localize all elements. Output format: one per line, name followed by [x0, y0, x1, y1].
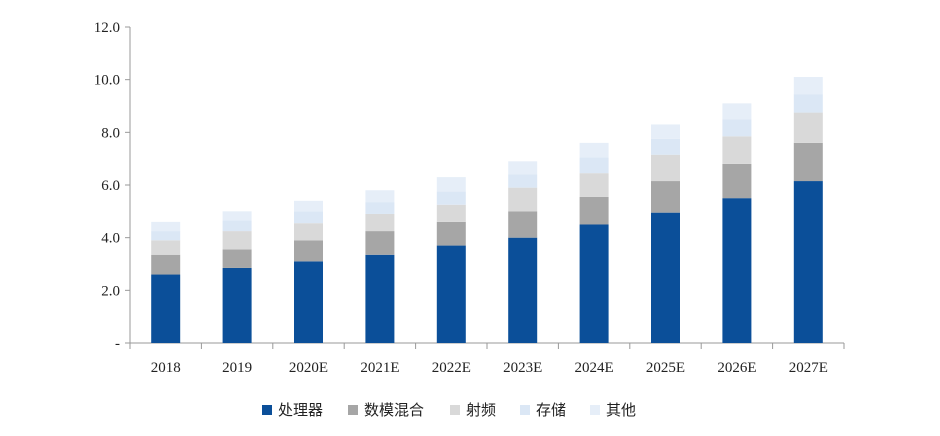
bar-segment-2	[651, 181, 680, 213]
y-axis: - 2.0 4.0 6.0 8.0 10.0 12.0	[94, 20, 131, 352]
bar-segment-4	[793, 94, 823, 113]
bar-segment-2	[793, 142, 823, 182]
bar-segment-1	[222, 267, 252, 343]
x-tick-label: 2026E	[717, 360, 756, 376]
bar-segment-2	[722, 163, 752, 199]
bar-segment-2	[508, 211, 538, 238]
bar-segment-4	[508, 174, 538, 188]
bar-segment-1	[722, 198, 752, 343]
bar-segment-1	[579, 224, 609, 343]
x-tick-label: 2019	[222, 360, 252, 376]
y-tick-label: 10.0	[94, 73, 120, 89]
x-tick-label: 2023E	[503, 360, 542, 376]
bar-segment-2	[365, 231, 395, 255]
bars	[151, 77, 823, 343]
bar-segment-2	[436, 221, 466, 246]
y-tick-label: 4.0	[101, 231, 120, 247]
legend-swatch	[450, 405, 460, 415]
bar-segment-4	[651, 138, 680, 155]
bar-segment-5	[722, 103, 752, 120]
bar-segment-1	[436, 245, 466, 343]
x-tick-label: 2021E	[360, 360, 399, 376]
x-tick-label: 2018	[151, 360, 181, 376]
legend-label: 处理器	[278, 401, 323, 419]
bar-segment-4	[436, 191, 466, 205]
bar-segment-1	[793, 181, 823, 343]
bar-segment-5	[508, 161, 538, 175]
y-tick-label: 6.0	[101, 178, 120, 194]
bar-segment-4	[365, 202, 395, 214]
bar-segment-3	[651, 154, 680, 182]
x-axis: 2018 2019 2020E 2021E 2022E 2023E 2024E 2025E 20…	[129, 342, 845, 376]
bar-segment-5	[793, 77, 823, 95]
bar-segment-5	[579, 142, 609, 158]
bar-segment-3	[793, 112, 823, 143]
bar-segment-3	[151, 240, 181, 255]
legend-label: 其他	[606, 401, 636, 419]
bar-segment-5	[651, 124, 680, 139]
bar-segment-3	[365, 213, 395, 232]
y-tick-label: 12.0	[94, 20, 120, 36]
y-tick-label: -	[115, 336, 120, 352]
x-tick-label: 2025E	[646, 360, 685, 376]
bar-segment-1	[508, 237, 538, 343]
bar-segment-2	[579, 196, 609, 225]
bar-segment-5	[222, 211, 252, 221]
legend-swatch	[590, 405, 600, 415]
bar-segment-4	[722, 119, 752, 137]
y-tick-label: 2.0	[101, 283, 120, 299]
bar-segment-1	[365, 254, 395, 343]
legend-label: 射频	[466, 401, 496, 419]
bar-segment-5	[151, 221, 181, 232]
legend-swatch	[348, 405, 358, 415]
bar-segment-5	[365, 190, 395, 203]
legend-label: 数模混合	[364, 401, 424, 419]
bar-segment-1	[151, 274, 181, 343]
x-tick-label: 2027E	[789, 360, 828, 376]
legend-label: 存储	[536, 401, 566, 419]
x-tick-label: 2024E	[575, 360, 614, 376]
bar-segment-1	[651, 212, 680, 343]
bar-segment-3	[722, 136, 752, 164]
x-tick-label: 2020E	[289, 360, 328, 376]
bar-segment-3	[222, 231, 252, 250]
bar-segment-4	[294, 211, 323, 224]
bar-segment-1	[294, 261, 323, 343]
bar-segment-4	[579, 157, 609, 174]
bar-segment-5	[294, 200, 323, 212]
bar-segment-3	[436, 204, 466, 222]
x-tick-label: 2022E	[432, 360, 471, 376]
bar-segment-3	[294, 223, 323, 241]
legend-swatch	[262, 405, 272, 415]
bar-segment-2	[294, 240, 323, 262]
bar-segment-3	[579, 173, 609, 197]
bar-segment-3	[508, 187, 538, 212]
bar-segment-2	[222, 249, 252, 268]
legend: 处理器 数模混合 射频 存储 其他	[262, 401, 636, 419]
bar-segment-4	[151, 231, 181, 241]
bar-segment-4	[222, 220, 252, 232]
legend-swatch	[520, 405, 530, 415]
y-tick-label: 8.0	[101, 125, 120, 141]
bar-segment-2	[151, 254, 181, 275]
bar-segment-5	[436, 177, 466, 192]
